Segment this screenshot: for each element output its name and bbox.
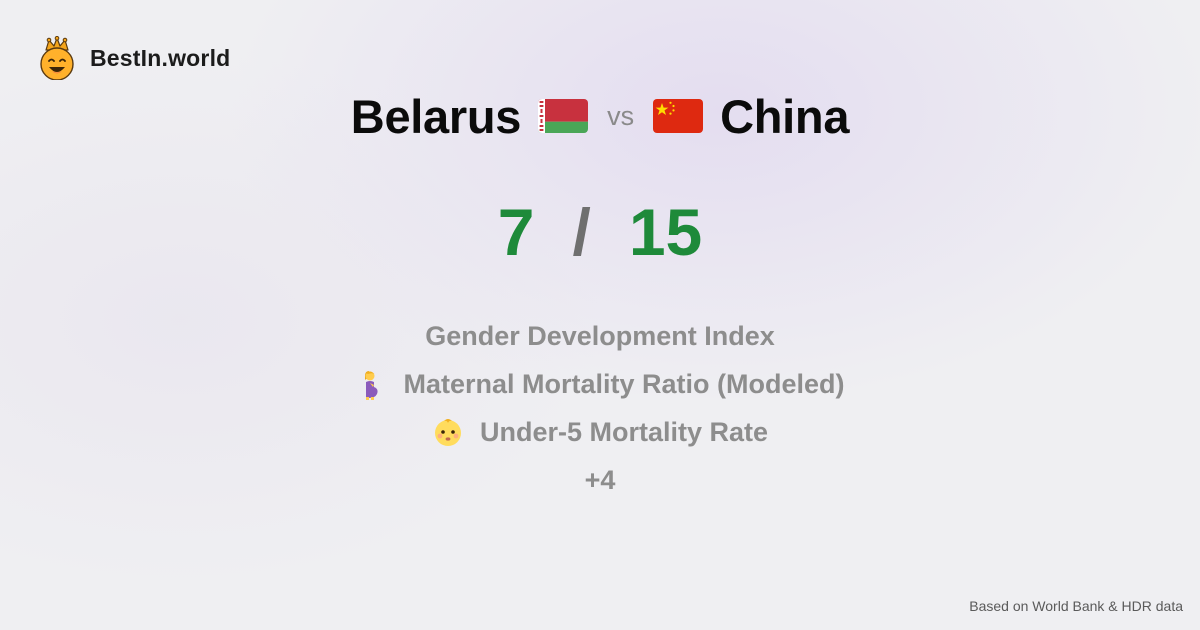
- data-source-note: Based on World Bank & HDR data: [969, 598, 1183, 614]
- metric-item: Gender Development Index: [0, 312, 1200, 360]
- score-a: 7: [497, 195, 535, 269]
- metric-item: Under-5 Mortality Rate: [0, 408, 1200, 456]
- crowned-smiley-icon: [40, 36, 74, 80]
- metric-label: Maternal Mortality Ratio (Modeled): [403, 368, 845, 399]
- score-display: 7 / 15: [0, 195, 1200, 269]
- metric-label: Gender Development Index: [425, 320, 775, 351]
- metric-item: Maternal Mortality Ratio (Modeled): [0, 360, 1200, 408]
- country-a-name[interactable]: Belarus: [350, 89, 522, 143]
- comparison-title: Belarus vs China: [0, 86, 1200, 146]
- more-label: +4: [584, 464, 616, 495]
- pregnant-woman-icon: [365, 371, 379, 400]
- vs-label: vs: [607, 100, 635, 131]
- brand[interactable]: BestIn.world: [38, 36, 230, 80]
- country-b-name[interactable]: China: [720, 89, 850, 143]
- more-metrics-count[interactable]: +4: [0, 456, 1200, 504]
- score-separator: /: [572, 195, 591, 269]
- score-b: 15: [628, 195, 703, 269]
- metric-label: Under-5 Mortality Rate: [479, 416, 769, 447]
- china-flag-icon: [653, 99, 704, 133]
- brand-name: BestIn.world: [90, 44, 231, 71]
- baby-face-icon: [434, 419, 461, 446]
- belarus-flag-icon: [538, 99, 589, 133]
- metrics-list: Gender Development Index Maternal Mortal…: [0, 312, 1200, 504]
